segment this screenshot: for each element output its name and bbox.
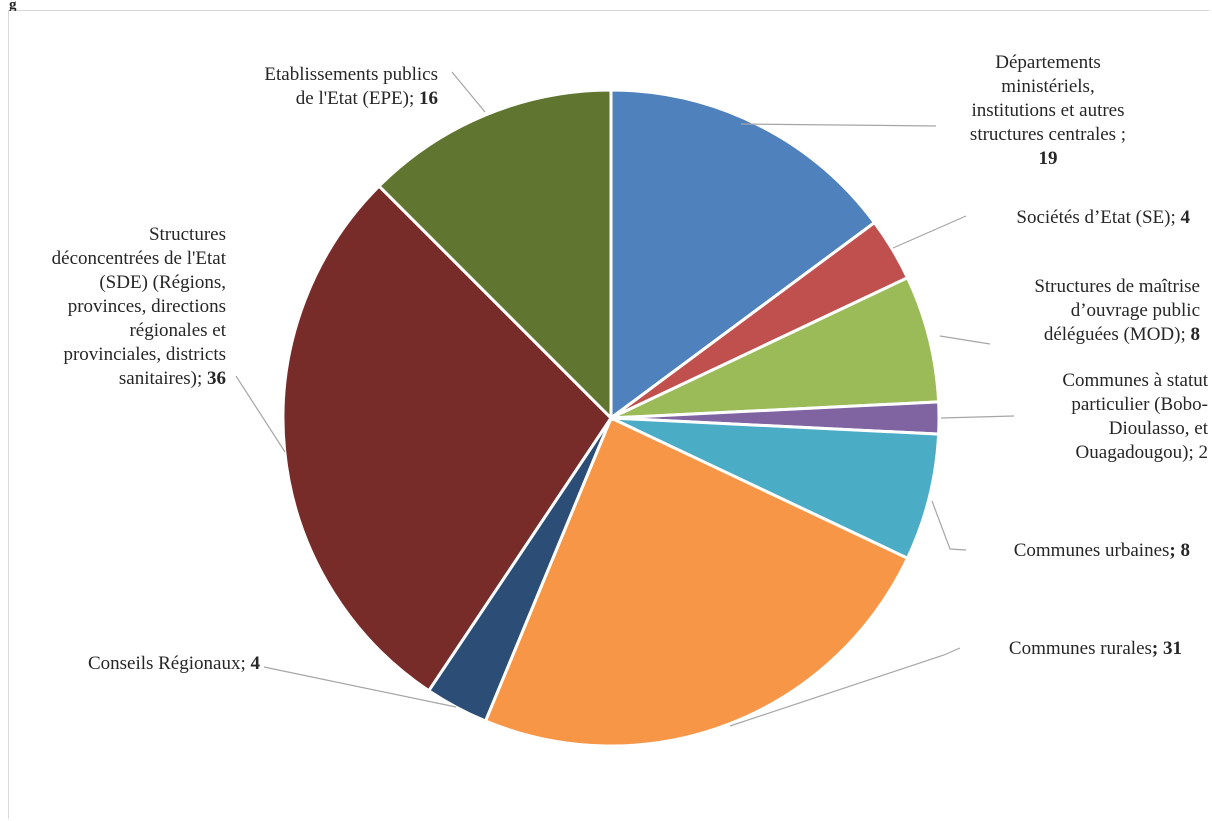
pie-slice-departements	[609, 88, 877, 421]
slice-label-sde: Structures déconcentrées de l'Etat (SDE) (…	[52, 224, 227, 389]
pie-slice-communes-urbaines	[610, 416, 941, 561]
leader-line-communes-urbaines	[931, 500, 967, 551]
slice-label-communes-urbaines: Communes urbaines; 8	[1014, 540, 1190, 561]
leader-line-sde	[235, 375, 286, 453]
pie-slice-sde	[281, 183, 613, 693]
slice-label-mod: Structures de maîtrise d’ouvrage public dé…	[1034, 276, 1200, 345]
slice-label-communes-particulier: Communes à statut particulier (Bobo-Dioul…	[1062, 370, 1208, 463]
pie-slices	[281, 88, 941, 748]
leader-line-conseils	[263, 666, 457, 708]
leader-line-departements	[740, 123, 937, 127]
leader-line-communes-particulier	[940, 415, 1015, 419]
leader-line-communes-rurales	[729, 647, 961, 727]
leader-lines	[235, 71, 1015, 727]
chart-frame: g	[8, 0, 1210, 819]
pie-slice-communes-rurales	[483, 415, 910, 748]
slice-labels: Départements ministériels, institutions et…	[52, 52, 1209, 674]
slice-label-communes-rurales: Communes rurales; 31	[1009, 638, 1182, 659]
figure-caption-fragment: g	[9, 0, 17, 11]
pie-slice-mod	[610, 275, 941, 420]
slice-label-societes: Sociétés d’Etat (SE); 4	[1016, 207, 1190, 228]
pie-slice-epe	[376, 88, 613, 422]
leader-line-societes	[892, 215, 967, 249]
leader-line-mod	[939, 335, 991, 345]
slice-label-departements: Départements ministériels, institutions et…	[970, 52, 1126, 169]
leader-line-epe	[451, 71, 486, 113]
slice-label-epe: Etablissements publics de l'Etat (EPE); 1…	[264, 64, 438, 109]
slice-label-conseils: Conseils Régionaux; 4	[88, 653, 261, 674]
